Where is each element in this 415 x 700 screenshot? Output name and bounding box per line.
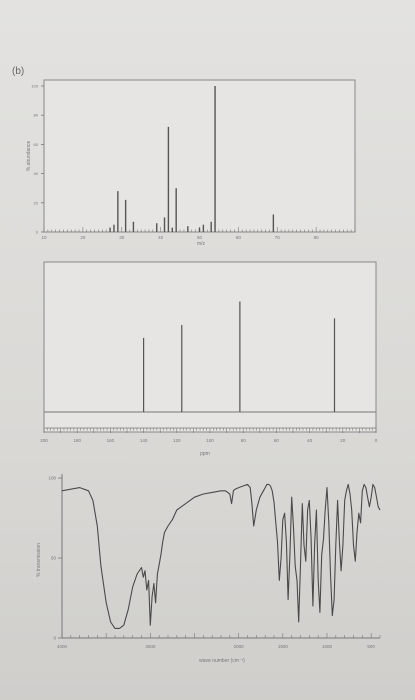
- ir-y-axis-label: % transmission: [36, 543, 42, 577]
- ir-series-line: [61, 483, 381, 629]
- nmr-x-tick-label: 140: [140, 438, 148, 443]
- ms-y-tick-label: 20: [34, 200, 39, 205]
- ir-x-tick-label: 1000: [322, 644, 333, 649]
- panel-label: (b): [12, 66, 25, 77]
- ms-y-tick-label: 80: [34, 113, 39, 118]
- ir-x-axis-label: wave number (cm⁻¹): [199, 658, 245, 664]
- ir-y-tick-label: 100: [48, 476, 56, 481]
- nmr-plot-frame: [43, 261, 377, 433]
- nmr-x-tick-label: 40: [307, 438, 313, 443]
- nmr-x-tick-label: 100: [206, 438, 214, 443]
- ms-y-axis-label: % abundance: [26, 140, 32, 171]
- ir-x-tick-label: 1500: [278, 644, 289, 649]
- ms-x-tick-label: 30: [119, 235, 125, 240]
- nmr-x-tick-label: 120: [173, 438, 181, 443]
- ms-y-tick-label: 100: [31, 84, 38, 89]
- ms-y-tick-label: 60: [34, 142, 39, 147]
- ms-x-tick-label: 50: [197, 235, 203, 240]
- ms-x-tick-label: 60: [236, 235, 242, 240]
- ir-y-tick-label: 0: [53, 636, 56, 641]
- ms-x-tick-label: 70: [275, 235, 281, 240]
- nmr-x-tick-label: 200: [40, 438, 48, 443]
- nmr-x-tick-label: 20: [340, 438, 346, 443]
- nmr-x-tick-label: 0: [375, 438, 378, 443]
- ir-x-tick-label: 3000: [145, 644, 156, 649]
- ms-x-tick-label: 80: [314, 235, 320, 240]
- ms-y-tick-label: 40: [34, 171, 39, 176]
- ir-x-tick-label: 4000: [57, 644, 68, 649]
- nmr-x-axis-label: ppm: [200, 451, 210, 457]
- ir-y-tick-label: 50: [51, 556, 57, 561]
- ms-x-tick-label: 40: [158, 235, 164, 240]
- nmr-x-tick-label: 80: [241, 438, 247, 443]
- ms-plot-frame: [43, 79, 356, 233]
- ir-x-tick-label: 2000: [234, 644, 245, 649]
- nmr-x-tick-label: 160: [107, 438, 115, 443]
- nmr-x-tick-label: 180: [73, 438, 81, 443]
- ms-x-tick-label: 20: [80, 235, 86, 240]
- ms-x-tick-label: 10: [41, 235, 47, 240]
- ir-x-tick-label: 500: [367, 644, 375, 649]
- nmr-x-tick-label: 60: [274, 438, 280, 443]
- ms-y-tick-label: 0: [36, 230, 39, 235]
- ms-x-axis-label: m/z: [197, 241, 206, 247]
